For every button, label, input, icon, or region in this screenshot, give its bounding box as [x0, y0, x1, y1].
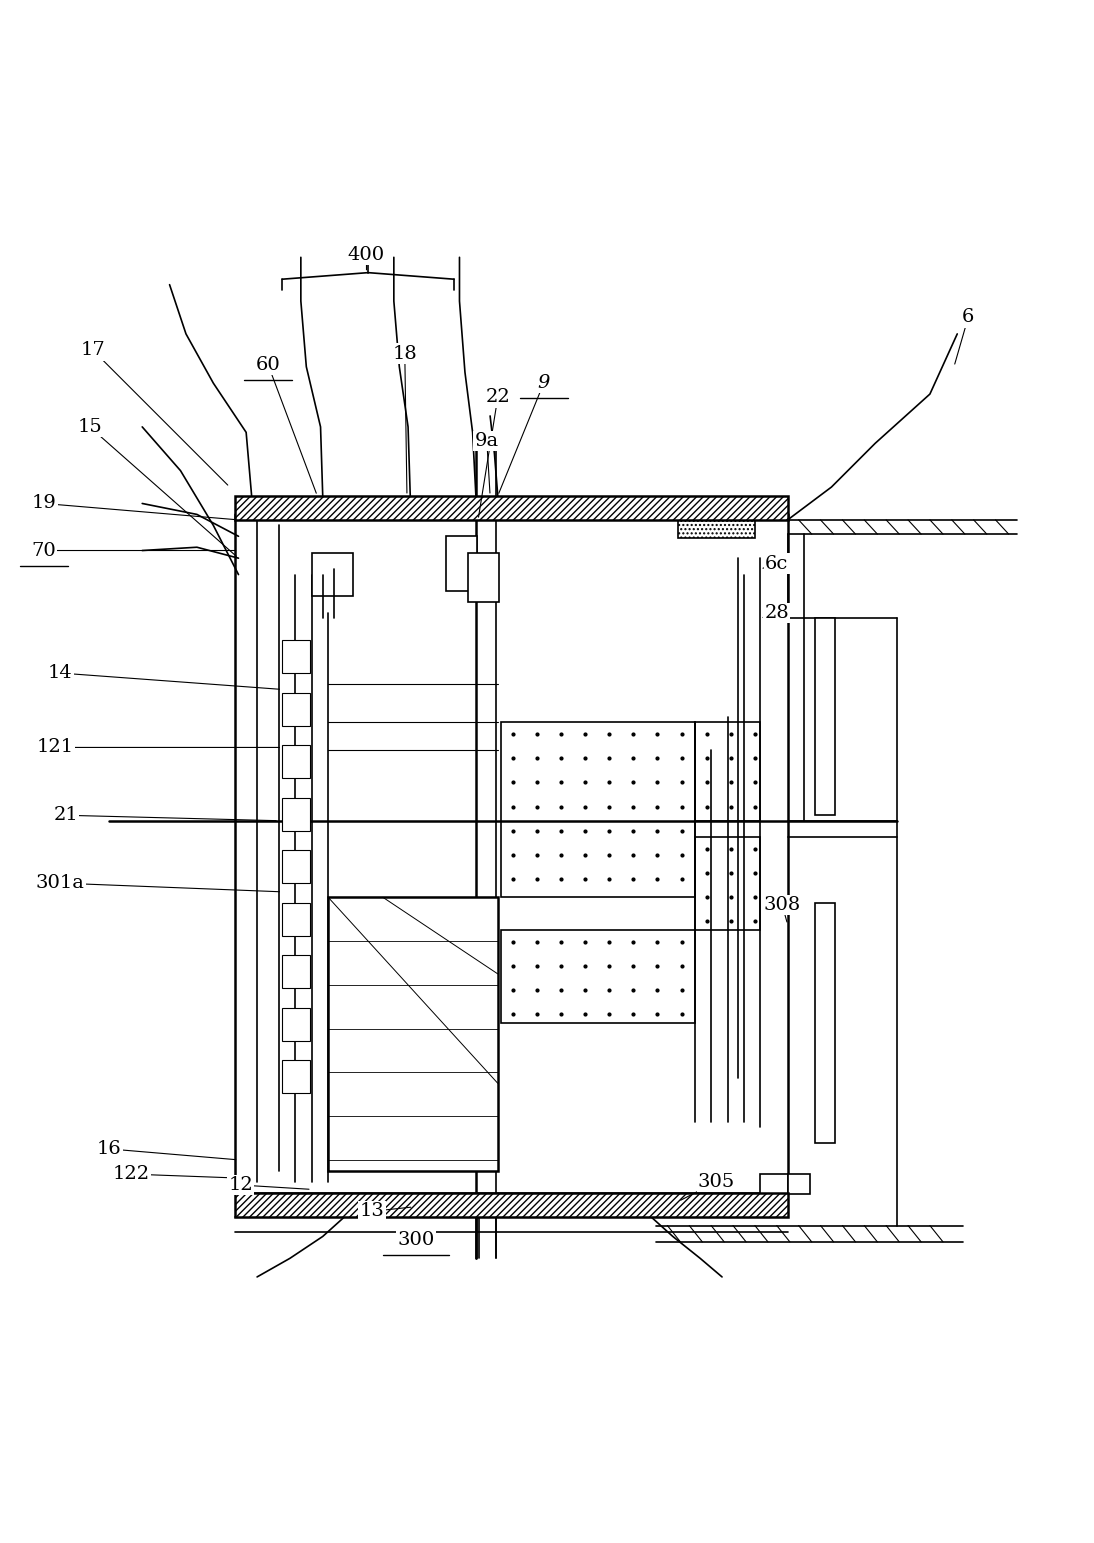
Text: 9a: 9a [475, 432, 499, 451]
Bar [678, 514, 755, 539]
Bar [468, 552, 499, 602]
Bar [282, 1060, 310, 1092]
Bar [282, 1008, 310, 1040]
Bar [282, 745, 310, 778]
Text: 28: 28 [765, 603, 789, 622]
Text: 9: 9 [537, 373, 550, 392]
Bar [695, 722, 760, 821]
Bar [501, 722, 695, 898]
Bar [282, 798, 310, 830]
Text: 6c: 6c [765, 554, 789, 572]
Text: 122: 122 [113, 1165, 150, 1183]
Bar [235, 1193, 788, 1217]
Bar [760, 1174, 788, 1194]
Text: 121: 121 [36, 739, 73, 756]
Bar [501, 930, 695, 1023]
Bar [446, 537, 477, 591]
Text: 60: 60 [256, 355, 280, 373]
Text: 15: 15 [78, 418, 102, 435]
Text: 301a: 301a [36, 873, 84, 892]
Text: 300: 300 [397, 1231, 434, 1248]
Bar [282, 693, 310, 725]
Text: 22: 22 [486, 389, 510, 406]
Bar [815, 619, 835, 815]
Bar [815, 903, 835, 1143]
Text: 6: 6 [962, 309, 975, 327]
Bar [788, 1174, 810, 1194]
Text: 308: 308 [764, 896, 801, 913]
Bar [312, 552, 353, 597]
Text: 18: 18 [393, 344, 417, 363]
Text: 14: 14 [48, 663, 72, 682]
Text: 17: 17 [81, 341, 105, 360]
Bar [282, 955, 310, 988]
Text: 12: 12 [229, 1176, 253, 1194]
Bar [328, 898, 498, 1171]
Text: 70: 70 [32, 542, 56, 560]
Text: 400: 400 [348, 247, 385, 264]
Bar [282, 640, 310, 673]
Text: 21: 21 [54, 807, 78, 824]
Text: 19: 19 [32, 494, 56, 512]
Text: 13: 13 [360, 1202, 384, 1221]
Bar [282, 903, 310, 935]
Text: 16: 16 [97, 1140, 121, 1157]
Text: 305: 305 [698, 1173, 735, 1191]
Bar [235, 495, 788, 520]
Bar [695, 838, 760, 930]
Bar [282, 850, 310, 883]
